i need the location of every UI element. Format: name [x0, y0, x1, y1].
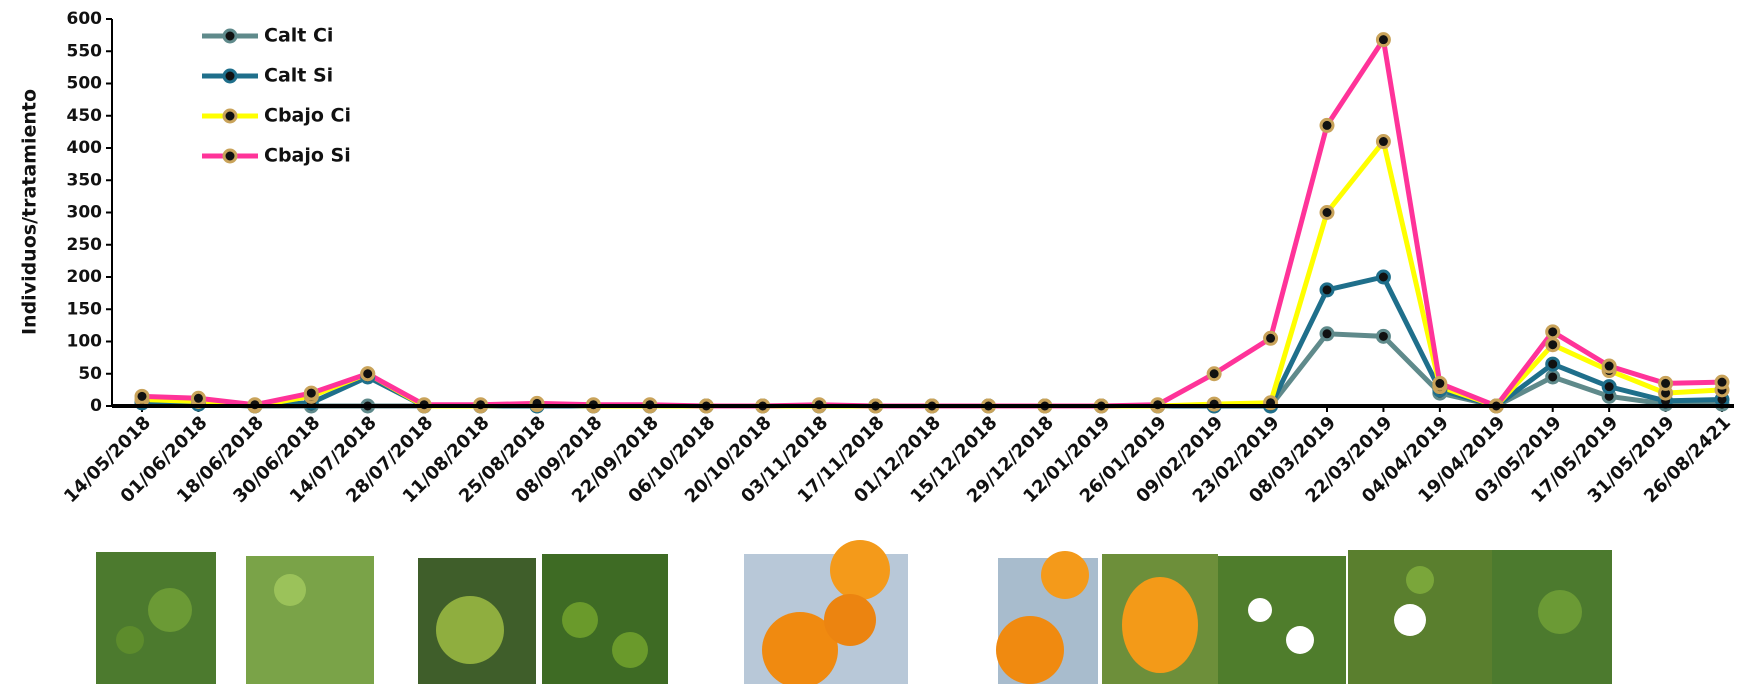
series-line — [141, 274, 1723, 409]
data-point — [134, 388, 150, 404]
data-point — [1375, 134, 1391, 150]
y-tick-label: 100 — [67, 332, 103, 352]
data-point — [190, 390, 206, 406]
data-point — [1545, 356, 1561, 372]
data-point — [1545, 324, 1561, 340]
legend-marker — [222, 68, 238, 84]
data-point — [303, 385, 319, 401]
y-tick-label: 300 — [67, 203, 103, 223]
series-line — [141, 331, 1722, 409]
data-point — [360, 366, 376, 382]
y-tick-label: 250 — [67, 235, 103, 255]
y-tick-label: 200 — [67, 267, 103, 287]
data-point — [1319, 117, 1335, 133]
y-tick-label: 150 — [67, 299, 103, 319]
data-point — [1319, 326, 1335, 342]
data-point — [1545, 337, 1561, 353]
series-line — [141, 135, 1723, 409]
y-tick-label: 550 — [67, 41, 103, 61]
data-point — [1375, 328, 1391, 344]
legend-label: Calt Ci — [264, 25, 333, 47]
data-point — [1714, 374, 1730, 390]
data-point — [1206, 366, 1222, 382]
legend-marker — [222, 148, 238, 164]
data-point — [1319, 282, 1335, 298]
data-point — [1432, 375, 1448, 391]
legend-label: Calt Si — [264, 65, 333, 87]
data-point — [1601, 379, 1617, 395]
data-point — [1545, 369, 1561, 385]
legend-marker — [222, 28, 238, 44]
y-tick-label: 500 — [67, 74, 103, 94]
y-tick-label: 0 — [90, 396, 102, 416]
legend-label: Cbajo Si — [264, 145, 351, 167]
photos — [96, 540, 1612, 684]
data-point — [1375, 32, 1391, 48]
series-line — [141, 32, 1723, 410]
y-tick-label: 450 — [67, 106, 103, 126]
y-tick-label: 400 — [67, 138, 103, 158]
data-point — [1601, 358, 1617, 374]
data-point — [1375, 269, 1391, 285]
legend-marker — [222, 108, 238, 124]
data-point — [1263, 330, 1279, 346]
data-point — [1319, 205, 1335, 220]
y-tick-label: 50 — [78, 364, 102, 384]
y-axis-label: Individuos/tratamiento — [19, 89, 41, 335]
y-tick-label: 350 — [67, 170, 103, 190]
legend-label: Cbajo Ci — [264, 105, 351, 127]
data-point — [1658, 375, 1674, 391]
y-tick-label: 600 — [67, 9, 103, 29]
